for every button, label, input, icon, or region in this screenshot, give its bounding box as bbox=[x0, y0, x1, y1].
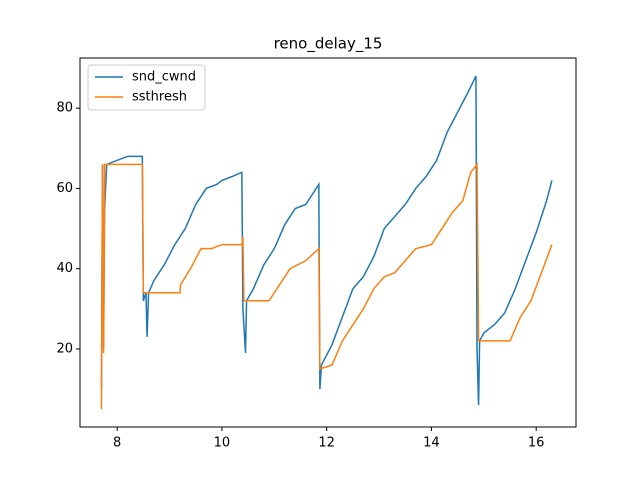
plot-frame bbox=[79, 57, 577, 428]
legend-label: ssthresh bbox=[132, 90, 187, 105]
series-line bbox=[100, 162, 553, 410]
y-tick-label: 60 bbox=[56, 181, 73, 196]
y-tick-label: 20 bbox=[56, 341, 73, 356]
chart-title: reno_delay_15 bbox=[274, 35, 383, 54]
y-tick-label: 40 bbox=[56, 261, 73, 276]
x-tick-label: 8 bbox=[113, 436, 121, 451]
y-tick-label: 80 bbox=[56, 101, 73, 116]
x-tick-label: 14 bbox=[423, 436, 440, 451]
legend-label: snd_cwnd bbox=[132, 70, 196, 85]
x-tick-label: 10 bbox=[214, 436, 231, 451]
x-tick-label: 16 bbox=[528, 436, 545, 451]
series-line bbox=[100, 75, 553, 406]
x-tick-label: 12 bbox=[318, 436, 335, 451]
